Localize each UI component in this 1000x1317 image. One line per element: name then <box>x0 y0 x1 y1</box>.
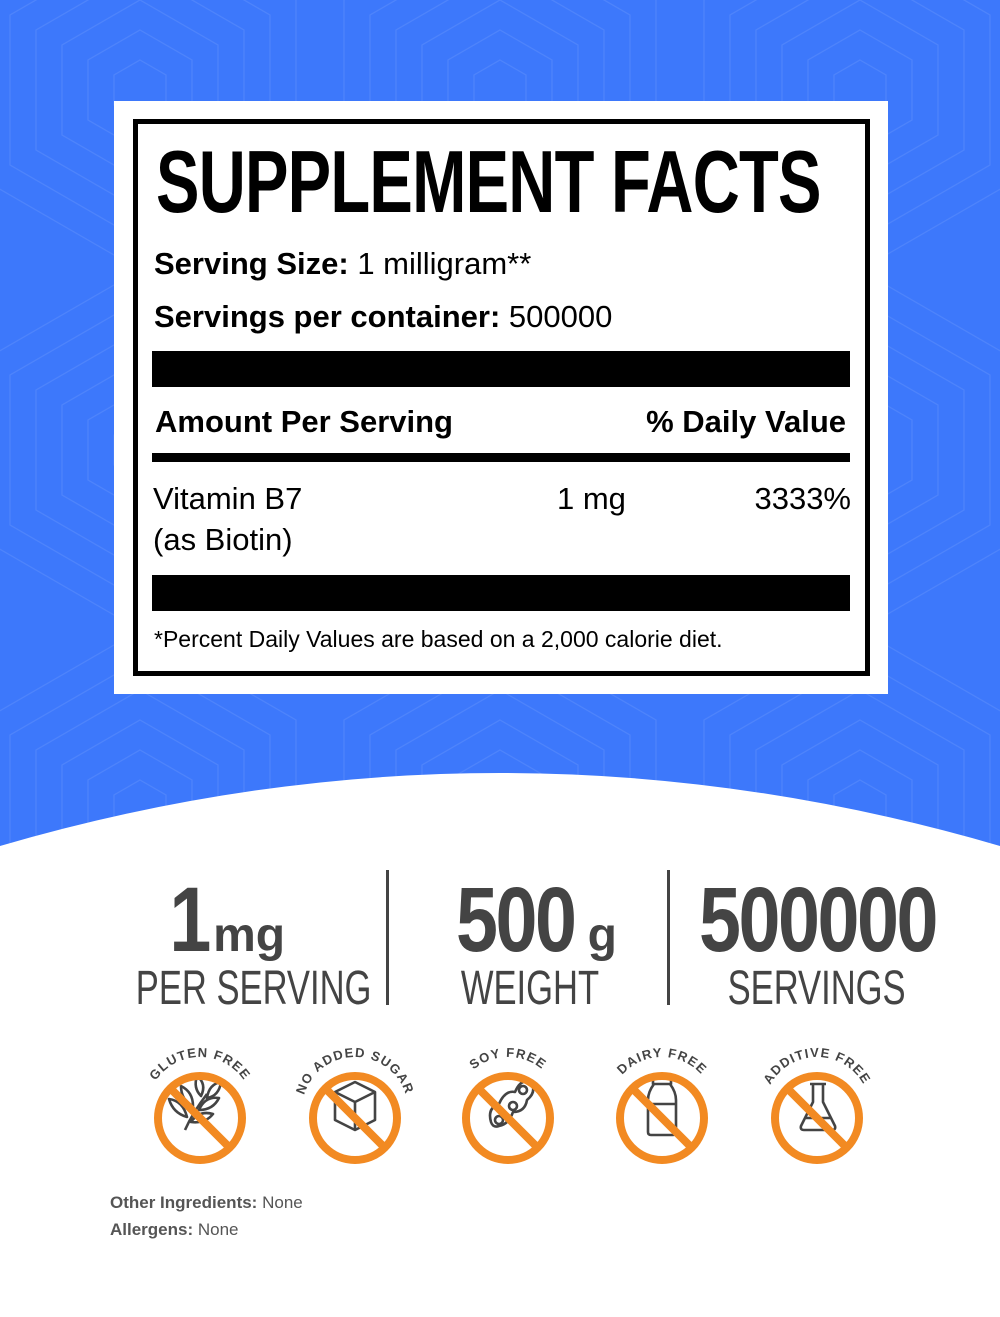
allergens-label: Allergens: <box>110 1220 194 1239</box>
svg-text:ADDITIVE FREE: ADDITIVE FREE <box>760 1045 874 1087</box>
serving-size-value: 1 milligram** <box>357 246 532 281</box>
supplement-facts-label: SUPPLEMENT FACTS Serving Size: 1 milligr… <box>133 119 870 676</box>
stat-value: 500 <box>456 869 577 971</box>
allergens-value: None <box>197 1220 239 1239</box>
serving-size-label: Serving Size: <box>154 246 349 281</box>
servings-label: Servings per container: <box>154 299 501 334</box>
nutrient-amount: 1 mg <box>557 481 626 516</box>
prohibited-circle-icon <box>616 1072 708 1164</box>
badge-additive-free: ADDITIVE FREE <box>752 1040 882 1170</box>
allergens: Allergens: None <box>110 1220 239 1240</box>
stat-label: WEIGHT <box>460 962 600 1015</box>
other-ingredients-value: None <box>262 1193 303 1212</box>
servings-per-container: Servings per container: 500000 <box>154 299 612 335</box>
soybean-icon <box>488 1079 535 1128</box>
stat-weight-label: WEIGHT <box>400 964 660 1014</box>
badge-gluten-free: GLUTEN FREE <box>135 1040 265 1170</box>
svg-text:SOY FREE: SOY FREE <box>466 1045 549 1072</box>
other-ingredients-label: Other Ingredients: <box>110 1193 258 1212</box>
badge-no-added-sugar: NO ADDED SUGAR <box>290 1040 420 1170</box>
thick-divider <box>152 351 850 387</box>
prohibited-circle-icon <box>771 1072 863 1164</box>
stat-per-serving-label: PER SERVING <box>90 964 372 1014</box>
stat-value: 500000 <box>698 869 938 971</box>
stat-label: SERVINGS <box>727 962 906 1015</box>
badge-label: ADDITIVE FREE <box>760 1045 873 1087</box>
prohibited-circle-icon <box>154 1072 246 1164</box>
prohibited-circle-icon <box>462 1072 554 1164</box>
nutrient-form: (as Biotin) <box>153 522 293 557</box>
nutrient-name: Vitamin B7 <box>153 481 303 516</box>
serving-size: Serving Size: 1 milligram** <box>154 246 531 282</box>
stat-label: PER SERVING <box>135 962 372 1015</box>
footnote: *Percent Daily Values are based on a 2,0… <box>154 626 723 652</box>
badge-label: SOY FREE <box>466 1045 548 1072</box>
dv-header: % Daily Value <box>646 404 846 439</box>
other-ingredients: Other Ingredients: None <box>110 1193 303 1213</box>
stat-servings-label: SERVINGS <box>672 964 962 1014</box>
badge-label: NO ADDED SUGAR <box>293 1045 416 1096</box>
stat-value: 1 <box>169 869 211 971</box>
stat-divider <box>386 870 389 1005</box>
thick-divider <box>152 575 850 611</box>
stat-unit: mg <box>213 909 286 962</box>
servings-value: 500000 <box>508 299 613 334</box>
prohibited-circle-icon <box>309 1072 401 1164</box>
badge-soy-free: SOY FREE <box>443 1040 573 1170</box>
svg-text:NO ADDED SUGAR: NO ADDED SUGAR <box>293 1045 418 1096</box>
divider <box>152 453 850 462</box>
stat-unit: g <box>587 909 617 962</box>
amount-header: Amount Per Serving <box>155 404 453 439</box>
nutrient-dv: 3333% <box>754 481 851 516</box>
stat-weight-value: 500 g <box>400 872 660 968</box>
stat-servings-value: 500000 <box>672 872 962 968</box>
stat-divider <box>667 870 670 1005</box>
stat-per-serving-value: 1mg <box>90 872 360 968</box>
facts-title: SUPPLEMENT FACTS <box>156 132 821 231</box>
badge-dairy-free: DAIRY FREE <box>597 1040 727 1170</box>
